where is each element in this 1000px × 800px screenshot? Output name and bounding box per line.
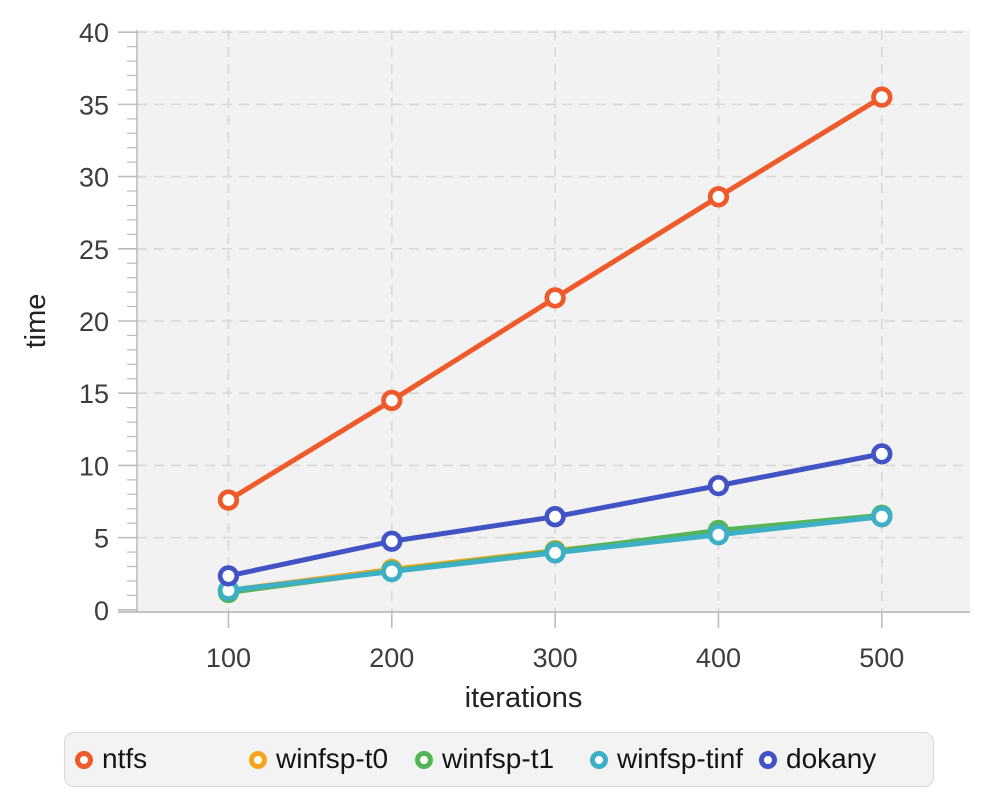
x-axis-title: iterations [465, 682, 583, 714]
x-tick-label: 500 [859, 643, 904, 673]
data-point-ntfs-500 [871, 86, 893, 108]
legend-item-dokany: dokany [759, 742, 877, 775]
x-tick-label: 400 [696, 643, 741, 673]
y-tick-label: 15 [79, 379, 109, 409]
legend-item-ntfs: ntfs [75, 742, 148, 775]
legend-ring-icon [590, 750, 608, 769]
data-point-winfsp-tinf-400 [707, 524, 730, 546]
data-point-dokany-500 [871, 443, 893, 465]
data-point-ntfs-100 [217, 489, 240, 511]
legend-item-winfsp-t0: winfsp-t0 [249, 742, 389, 775]
legend-label: ntfs [102, 742, 148, 774]
y-tick-label: 0 [94, 596, 109, 626]
data-point-dokany-300 [544, 506, 566, 528]
legend-ring-icon [75, 750, 93, 769]
x-tick-label: 200 [369, 643, 414, 673]
y-tick-label: 40 [79, 18, 109, 48]
data-point-ntfs-300 [544, 287, 566, 309]
chart-plot-svg: 0 5 10 15 20 25 30 35 40 100 200 300 400 500 time itera… [20, 18, 970, 714]
data-point-ntfs-200 [381, 389, 403, 412]
legend-item-winfsp-tinf: winfsp-tinf [590, 742, 744, 775]
data-point-winfsp-tinf-200 [381, 560, 403, 583]
y-axis-title: time [20, 294, 52, 349]
legend: ntfs winfsp-t0 winfsp-t1 winfsp-tinf dok… [64, 732, 934, 787]
legend-label: dokany [786, 742, 877, 774]
data-point-dokany-200 [381, 530, 403, 552]
y-tick-label: 5 [94, 524, 109, 554]
data-point-dokany-400 [707, 474, 730, 497]
legend-item-winfsp-t1: winfsp-t1 [415, 742, 555, 775]
legend-ring-icon [415, 750, 433, 769]
x-tick-label: 100 [206, 643, 251, 673]
data-point-winfsp-tinf-300 [544, 542, 566, 564]
legend-label: winfsp-tinf [617, 742, 744, 774]
y-tick-label: 35 [79, 90, 109, 120]
data-point-ntfs-400 [707, 186, 730, 208]
legend-ring-icon [759, 750, 777, 769]
x-tick-label: 300 [533, 643, 578, 673]
y-tick-label: 20 [79, 307, 109, 337]
legend-ring-icon [249, 750, 267, 769]
data-point-winfsp-tinf-500 [871, 506, 893, 528]
y-tick-label: 10 [79, 451, 109, 481]
y-tick-label: 30 [79, 163, 109, 193]
legend-label: winfsp-t0 [276, 742, 389, 774]
y-tick-label: 25 [79, 235, 109, 265]
legend-label: winfsp-t1 [442, 742, 555, 774]
data-point-dokany-100 [217, 565, 240, 587]
